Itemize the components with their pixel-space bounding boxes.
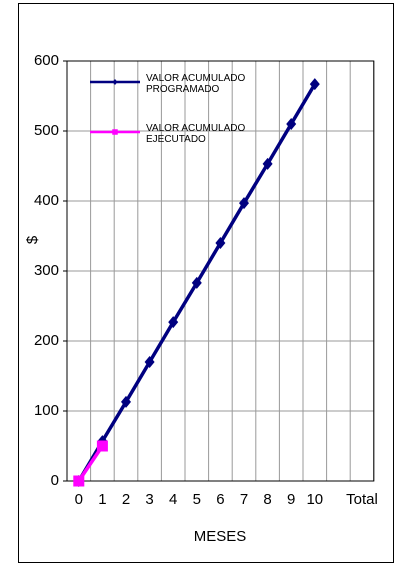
- chart-border: [18, 3, 394, 563]
- y-tick-label: 100: [34, 402, 59, 419]
- y-tick-label: 0: [51, 472, 59, 489]
- x-tick-label: Total: [346, 491, 378, 508]
- data-point: [73, 475, 85, 487]
- data-point: [144, 356, 155, 368]
- plot-frame: [66, 60, 375, 482]
- y-tick-label: 300: [34, 262, 59, 279]
- data-point: [262, 157, 273, 170]
- data-point: [309, 78, 320, 91]
- legend-label: VALOR ACUMULADO EJECUTADO: [146, 123, 246, 145]
- x-tick-label: 6: [216, 491, 224, 508]
- series-line: [77, 445, 104, 482]
- legend-marker: [112, 129, 118, 135]
- legend-marker: [112, 79, 118, 85]
- x-axis-label: MESES: [194, 528, 247, 545]
- data-point: [215, 237, 226, 249]
- y-tick-label: 200: [34, 332, 59, 349]
- x-tick-label: 1: [98, 491, 106, 508]
- x-tick-label: 2: [122, 491, 130, 508]
- x-tick-label: 3: [145, 491, 153, 508]
- legend-label: VALOR ACUMULADO PROGRAMADO: [146, 73, 246, 95]
- x-tick-label: 0: [75, 491, 83, 508]
- x-tick-label: 9: [287, 491, 295, 508]
- x-tick-label: 7: [240, 491, 248, 508]
- x-tick-label: 10: [306, 491, 323, 508]
- x-tick-label: 8: [263, 491, 271, 508]
- data-point: [191, 276, 202, 289]
- data-point: [239, 197, 249, 210]
- data-point: [168, 316, 179, 329]
- data-point: [286, 118, 297, 130]
- x-tick-label: 5: [193, 491, 201, 508]
- y-tick-label: 500: [34, 122, 59, 139]
- data-point: [121, 395, 131, 408]
- y-tick-label: 600: [34, 52, 59, 69]
- y-tick-label: 400: [34, 192, 59, 209]
- y-axis-label: $: [24, 235, 41, 244]
- data-point: [96, 440, 108, 452]
- x-tick-label: 4: [169, 491, 177, 508]
